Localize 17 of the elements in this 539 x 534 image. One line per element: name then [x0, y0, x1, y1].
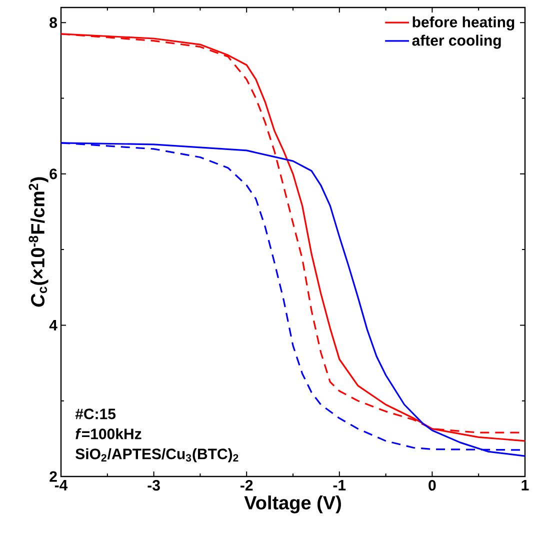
- annotation: f=100kHz: [76, 428, 142, 440]
- x-tick-label: -2: [240, 480, 253, 490]
- legend-label: before heating: [412, 16, 514, 30]
- y-tick-label: 6: [50, 168, 57, 180]
- y-tick-label: 4: [49, 320, 58, 330]
- y-tick-label: 8: [50, 17, 57, 28]
- x-tick-label: -1: [333, 480, 346, 490]
- y-tick-label: 2: [50, 471, 57, 482]
- annotation: SiO$_{2}$/APTES/Cu$_{3}$(BTC)$_{2}$: [76, 448, 238, 462]
- x-axis-title: Voltage (V): [244, 496, 341, 514]
- x-tick-label: -4: [54, 480, 68, 490]
- annotation: #C:15: [75, 408, 116, 420]
- y-axis-title: C$_{c}$(×10$^{-8}$F/cm$^{2}$): [28, 177, 48, 307]
- x-tick-label: 0: [428, 480, 436, 491]
- legend-label: after cooling: [412, 34, 501, 49]
- x-tick-label: 1: [522, 480, 529, 490]
- x-tick-label: -3: [148, 480, 160, 491]
